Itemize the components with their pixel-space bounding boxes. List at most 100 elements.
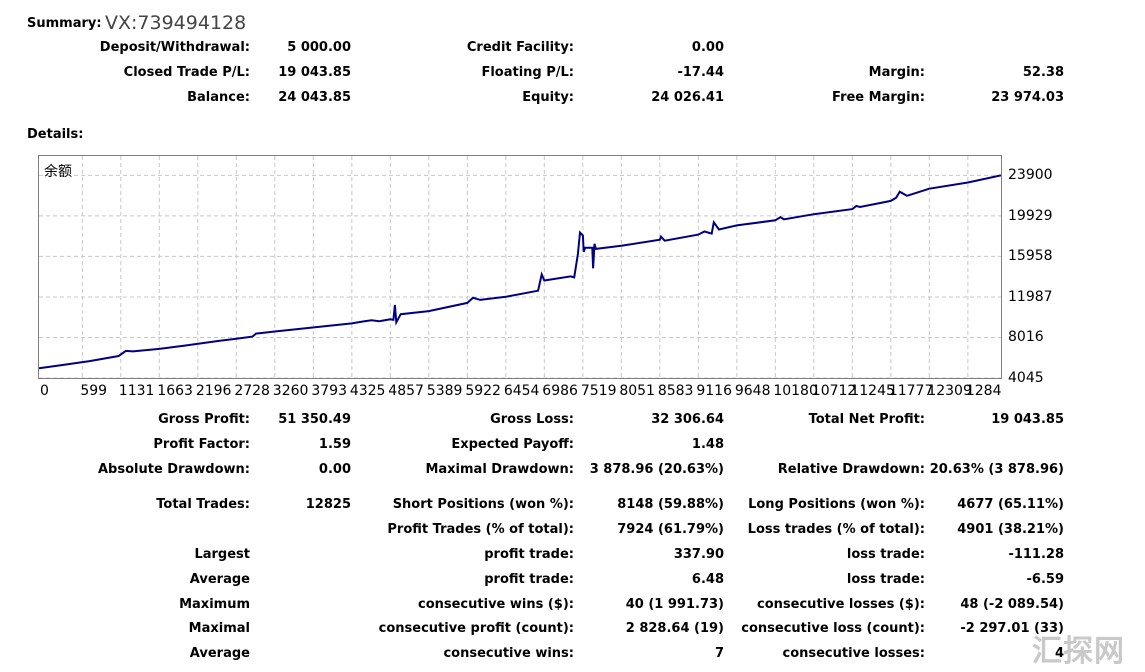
stats-value-r2-c1: 3 878.96 (20.63%) [589,462,724,477]
stats-label-r0-c2: Total Net Profit: [808,412,925,427]
stats-label-r4-c1: Profit Trades (% of total): [387,522,574,537]
x-tick-label: 8051 [619,383,655,399]
stats-label-r9-c2: consecutive losses: [782,646,925,661]
stats-label-r4-c2: Loss trades (% of total): [747,522,925,537]
y-tick-label: 8016 [1008,329,1044,346]
balance-series-line [39,174,1001,370]
x-tick-label: 2196 [195,383,232,399]
summary-label-r2-c0: Balance: [187,90,250,105]
stats-label-r7-c1: consecutive wins ($): [417,597,574,612]
stats-label-r0-c1: Gross Loss: [490,412,574,427]
summary-label-r1-c1: Floating P/L: [481,65,574,80]
summary-label-r0-c0: Deposit/Withdrawal: [99,40,250,55]
watermark-logo: 汇探网 [1032,634,1125,669]
stats-value-r5-c1: 337.90 [673,547,724,562]
stats-value-r7-c2: 48 (-2 089.54) [960,597,1064,612]
stats-value-r9-c2: 4 [1054,646,1064,661]
stats-label-r2-c0: Absolute Drawdown: [98,462,250,477]
balance-chart: 余额 [38,155,1002,379]
stats-value-r3-c1: 8148 (59.88%) [617,497,724,512]
summary-value-r1-c1: -17.44 [677,65,724,80]
stats-value-r8-c1: 2 828.64 (19) [625,621,724,636]
stats-label-r6-c0: Average [189,572,250,587]
stats-label-r9-c1: consecutive wins: [443,646,574,661]
summary-label-r2-c2: Free Margin: [832,90,925,105]
chart-series-label: 余额 [44,164,72,180]
balance-chart-svg [39,156,1001,378]
x-tick-label: 3793 [311,383,347,399]
stats-value-r7-c1: 40 (1 991.73) [625,597,724,612]
stats-label-r8-c1: consecutive profit (count): [378,621,574,636]
y-tick-label: 23900 [1008,167,1053,184]
x-tick-label: 1663 [157,383,193,399]
stats-value-r9-c1: 7 [714,646,724,661]
account-id: VX:739494128 [105,12,247,34]
stats-value-r0-c1: 32 306.64 [651,412,724,427]
stats-value-r2-c2: 20.63% (3 878.96) [929,462,1064,477]
x-tick-label: 9116 [696,383,732,399]
stats-value-r6-c2: -6.59 [1026,572,1064,587]
summary-value-r2-c1: 24 026.41 [651,90,724,105]
stats-label-r5-c0: Largest [194,547,250,562]
stats-label-r9-c0: Average [189,646,250,661]
details-label: Details: [27,127,84,142]
stats-label-r0-c0: Gross Profit: [158,412,250,427]
stats-label-r3-c2: Long Positions (won %): [748,497,925,512]
x-tick-label: 10180 [773,383,818,399]
stats-value-r5-c2: -111.28 [1008,547,1064,562]
stats-value-r6-c1: 6.48 [691,572,724,587]
x-tick-label: 599 [80,383,108,399]
stats-value-r2-c0: 0.00 [318,462,351,477]
stats-label-r3-c0: Total Trades: [156,497,250,512]
summary-label-r1-c0: Closed Trade P/L: [123,65,250,80]
y-tick-label: 4045 [1008,370,1044,386]
stats-label-r3-c1: Short Positions (won %): [392,497,574,512]
stats-value-r0-c2: 19 043.85 [991,412,1064,427]
stats-label-r2-c1: Maximal Drawdown: [425,462,574,477]
x-tick-label: 3260 [272,383,309,399]
x-tick-label: 6454 [503,383,540,399]
stats-value-r0-c0: 51 350.49 [278,412,351,427]
x-tick-label: 2728 [234,383,270,399]
stats-label-r5-c2: loss trade: [846,547,925,562]
stats-label-r6-c2: loss trade: [846,572,925,587]
summary-value-r0-c0: 5 000.00 [287,40,351,55]
stats-value-r3-c0: 12825 [305,497,351,512]
stats-label-r8-c2: consecutive loss (count): [741,621,925,636]
x-tick-label: 11777 [888,383,934,399]
x-tick-label: 1131 [118,383,155,399]
stats-label-r6-c1: profit trade: [484,572,574,587]
stats-label-r7-c0: Maximum [179,597,250,612]
stats-label-r2-c2: Relative Drawdown: [777,462,925,477]
summary-label-r2-c1: Equity: [522,90,574,105]
x-tick-label: 4325 [349,383,386,399]
stats-value-r1-c1: 1.48 [691,437,724,452]
summary-value-r1-c2: 52.38 [1022,65,1064,80]
summary-value-r2-c0: 24 043.85 [278,90,351,105]
summary-value-r2-c2: 23 974.03 [991,90,1064,105]
stats-value-r1-c0: 1.59 [318,437,351,452]
x-tick-label: 0 [40,383,49,399]
x-tick-label: 5389 [426,383,463,399]
y-tick-label: 11987 [1008,288,1053,305]
stats-value-r3-c2: 4677 (65.11%) [957,497,1064,512]
x-tick-label: 10712 [811,383,857,399]
summary-label: Summary: [27,16,102,31]
summary-value-r1-c0: 19 043.85 [278,65,351,80]
stats-label-r1-c0: Profit Factor: [153,437,250,452]
stats-value-r4-c2: 4901 (38.21%) [957,522,1064,537]
x-tick-label: 11245 [850,383,895,399]
stats-value-r4-c1: 7924 (61.79%) [617,522,724,537]
stats-label-r1-c1: Expected Payoff: [451,437,574,452]
x-tick-label: 12842 [965,383,1001,399]
x-tick-label: 5922 [465,383,501,399]
x-tick-label: 8583 [657,383,694,399]
stats-value-r8-c2: -2 297.01 (33) [960,621,1064,636]
stats-label-r8-c0: Maximal [188,621,250,636]
y-tick-label: 19929 [1008,207,1053,224]
summary-label-r0-c1: Credit Facility: [466,40,574,55]
x-axis-ticks: 0 599 1131 1663 2196 2728 3260 3793 4325 4857 5389… [39,383,1001,399]
summary-value-r0-c1: 0.00 [691,40,724,55]
stats-label-r7-c2: consecutive losses ($): [757,597,925,612]
x-tick-label: 7519 [580,383,617,399]
